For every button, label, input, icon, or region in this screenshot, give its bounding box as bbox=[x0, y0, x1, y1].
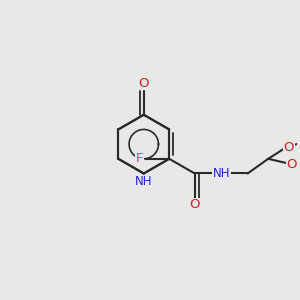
Text: O: O bbox=[190, 198, 200, 212]
Text: O: O bbox=[139, 77, 149, 90]
Text: NH: NH bbox=[135, 175, 152, 188]
Text: O: O bbox=[284, 141, 294, 154]
Text: H: H bbox=[217, 166, 225, 176]
Text: F: F bbox=[136, 152, 143, 165]
Text: O: O bbox=[286, 158, 297, 171]
Text: NH: NH bbox=[212, 167, 230, 180]
